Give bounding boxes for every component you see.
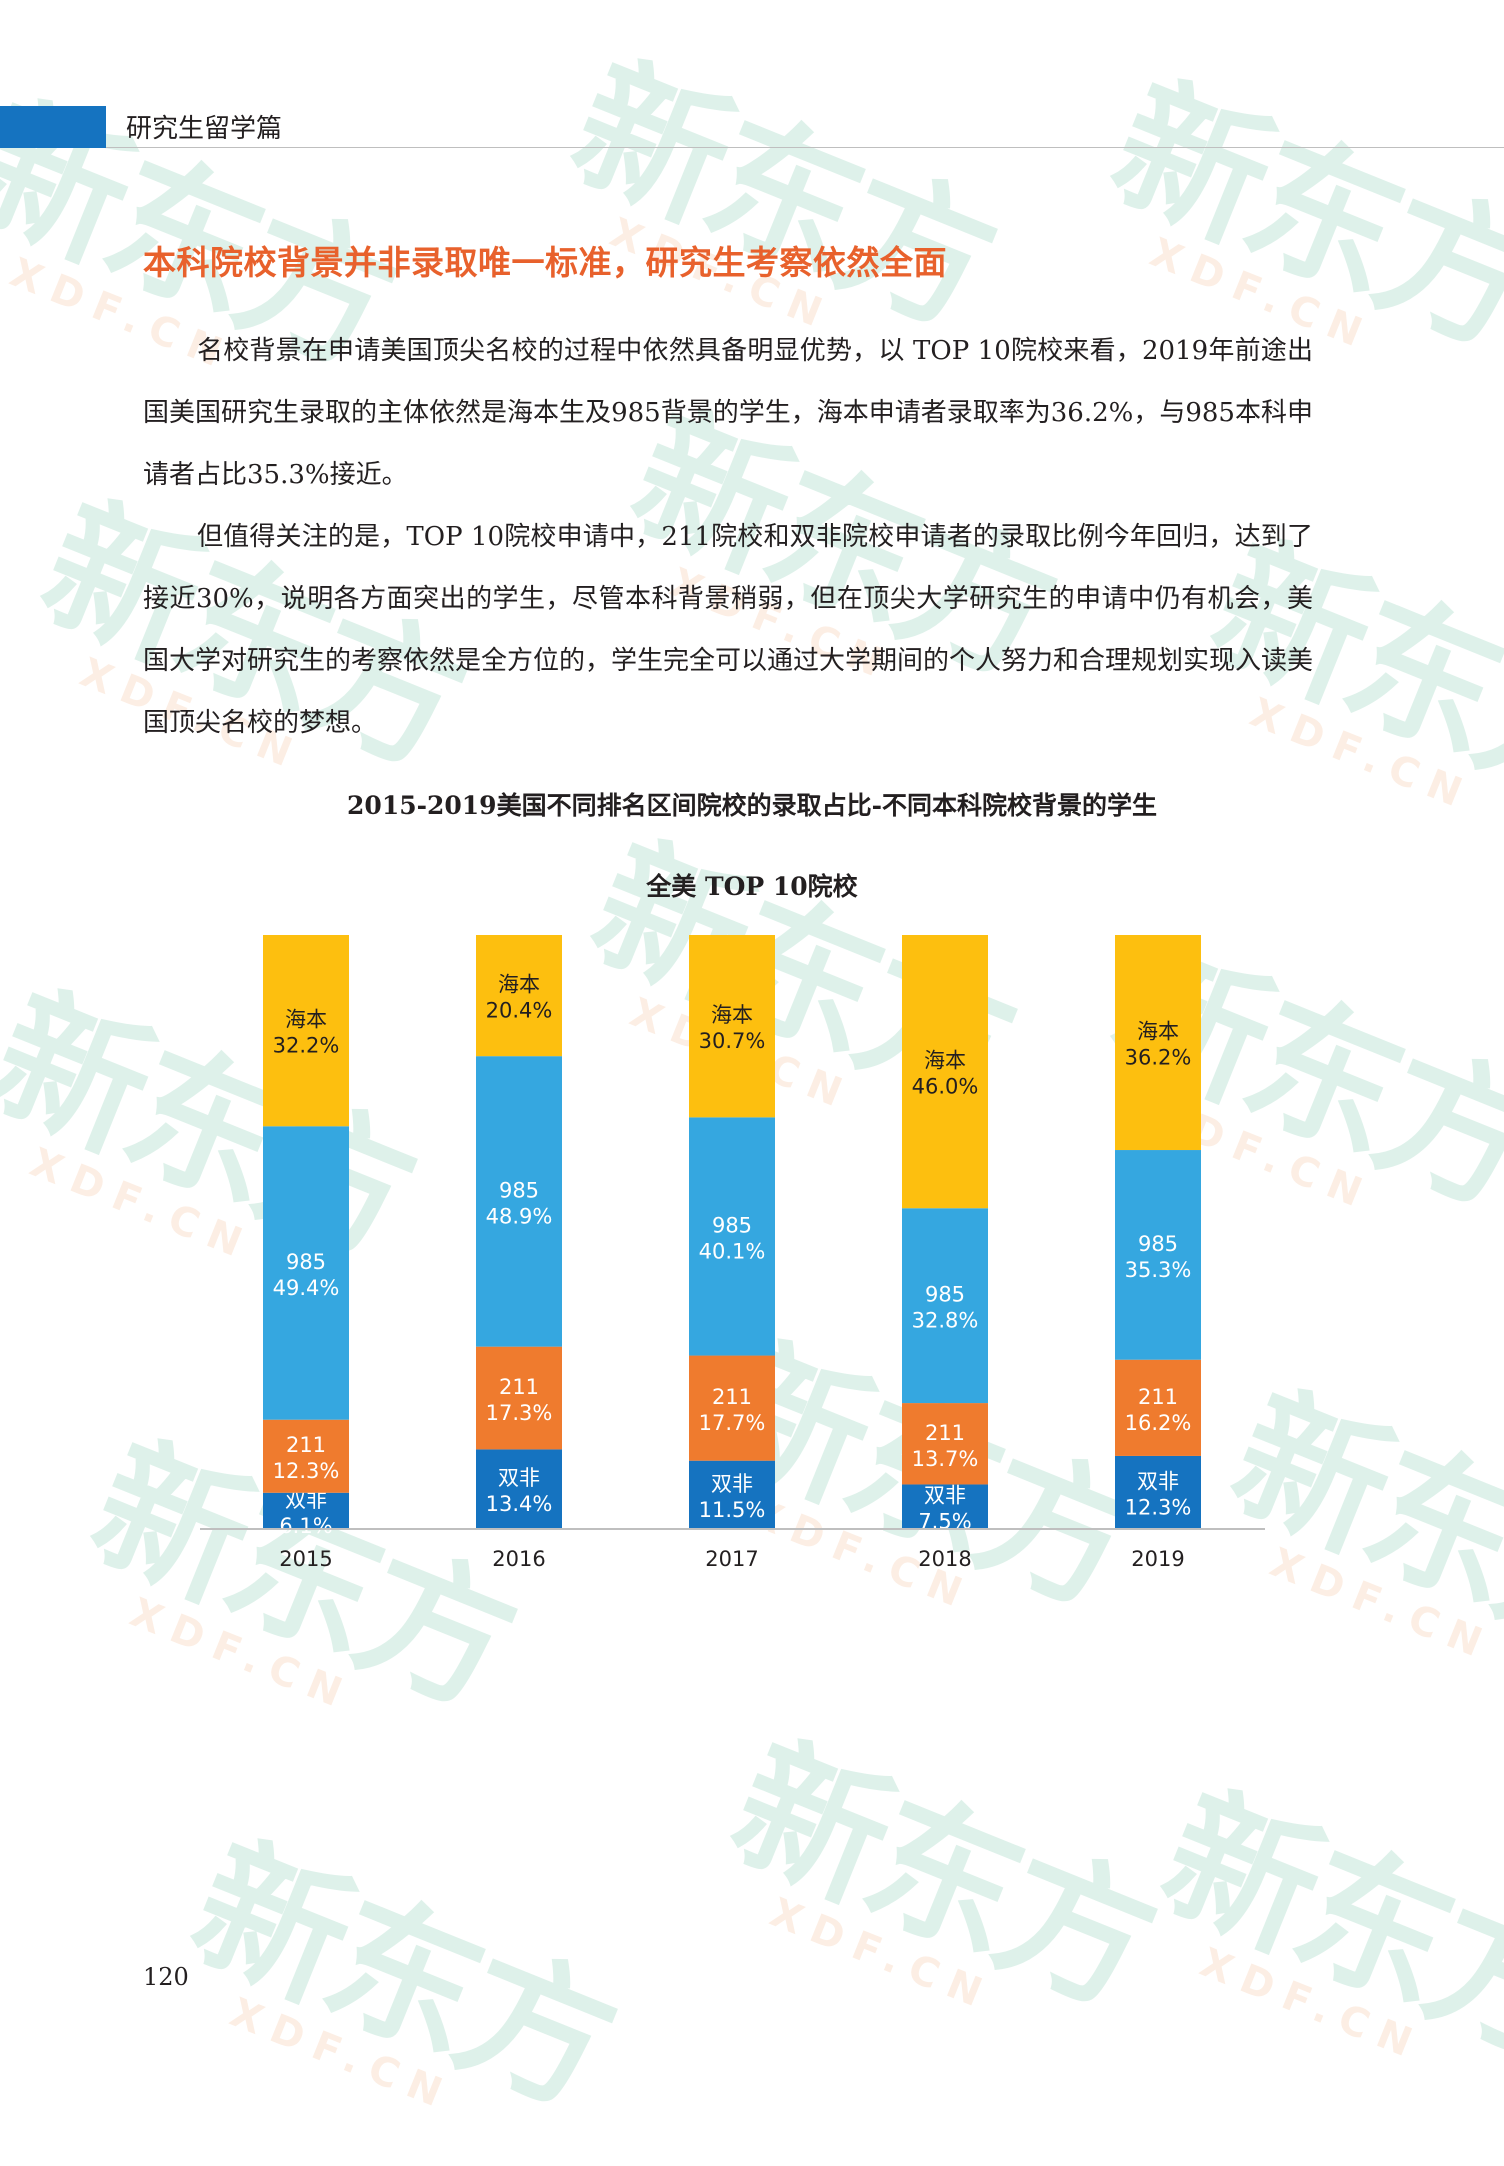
bar-segment-海本-2015 — [263, 935, 349, 1127]
x-tick-label: 2016 — [492, 1547, 545, 1571]
series-name-label: 海本 — [1137, 1020, 1179, 1044]
bar-segment-双非-2017 — [689, 1460, 775, 1529]
data-value-label: 13.7% — [912, 1447, 979, 1471]
bar-segment-海本-2018 — [902, 935, 988, 1209]
bar-segment-双非-2016 — [476, 1449, 562, 1529]
data-value-label: 13.4% — [486, 1492, 553, 1516]
series-name-label: 双非 — [498, 1466, 540, 1490]
data-value-label: 32.2% — [273, 1034, 340, 1058]
x-tick-label: 2017 — [705, 1547, 758, 1571]
bar-segment-211-2019 — [1115, 1359, 1201, 1456]
bar-segment-211-2017 — [689, 1355, 775, 1461]
series-name-label: 海本 — [498, 973, 540, 997]
data-value-label: 17.3% — [486, 1401, 553, 1425]
series-name-label: 211 — [925, 1421, 965, 1445]
series-name-label: 985 — [499, 1178, 539, 1202]
bar-segment-海本-2019 — [1115, 935, 1201, 1151]
section-title-header: 研究生留学篇 — [126, 114, 283, 144]
series-name-label: 双非 — [711, 1472, 753, 1496]
bar-segment-双非-2019 — [1115, 1455, 1201, 1529]
section-marker — [0, 106, 106, 148]
series-name-label: 211 — [286, 1433, 326, 1457]
header-divider — [106, 147, 1504, 148]
article-paragraph-2: 但值得关注的是，TOP 10院校申请中，211院校和双非院校申请者的录取比例今年… — [143, 522, 1314, 738]
stacked-bar-chart: 全美 TOP 10院校 双非6.1%21112.3%98549.4%海本32.2… — [200, 872, 1265, 1571]
series-name-label: 211 — [712, 1385, 752, 1409]
data-value-label: 36.2% — [1125, 1046, 1192, 1070]
bar-segment-双非-2018 — [902, 1484, 988, 1529]
data-value-label: 6.1% — [279, 1514, 332, 1538]
data-value-label: 11.5% — [699, 1498, 766, 1522]
bar-segment-海本-2016 — [476, 935, 562, 1057]
data-value-label: 12.3% — [273, 1459, 340, 1483]
series-name-label: 985 — [1138, 1232, 1178, 1256]
data-value-label: 46.0% — [912, 1075, 979, 1099]
chart-bars: 双非6.1%21112.3%98549.4%海本32.2%双非13.4%2111… — [263, 935, 1201, 1538]
series-name-label: 双非 — [924, 1484, 966, 1508]
data-value-label: 7.5% — [918, 1510, 971, 1534]
data-value-label: 30.7% — [699, 1029, 766, 1053]
data-value-label: 12.3% — [1125, 1495, 1192, 1519]
x-tick-label: 2019 — [1131, 1547, 1184, 1571]
data-value-label: 40.1% — [699, 1239, 766, 1263]
figure-title: 2015-2019美国不同排名区间院校的录取占比-不同本科院校背景的学生 — [347, 791, 1157, 820]
article-paragraph-1: 名校背景在申请美国顶尖名校的过程中依然具备明显优势，以 TOP 10院校来看，2… — [143, 336, 1313, 490]
x-tick-label: 2018 — [918, 1547, 971, 1571]
bar-segment-985-2017 — [689, 1117, 775, 1356]
series-name-label: 海本 — [285, 1008, 327, 1032]
chart-title: 全美 TOP 10院校 — [645, 872, 858, 901]
x-tick-label: 2015 — [279, 1547, 332, 1571]
series-name-label: 985 — [286, 1250, 326, 1274]
series-name-label: 985 — [712, 1213, 752, 1237]
data-value-label: 48.9% — [486, 1204, 553, 1228]
data-value-label: 17.7% — [699, 1411, 766, 1435]
bar-segment-211-2018 — [902, 1403, 988, 1485]
series-name-label: 211 — [499, 1375, 539, 1399]
series-name-label: 双非 — [1137, 1469, 1179, 1493]
data-value-label: 32.8% — [912, 1309, 979, 1333]
bar-segment-双非-2015 — [263, 1492, 349, 1529]
bar-segment-海本-2017 — [689, 935, 775, 1118]
bar-segment-985-2015 — [263, 1126, 349, 1420]
data-value-label: 20.4% — [486, 999, 553, 1023]
series-name-label: 211 — [1138, 1385, 1178, 1409]
x-axis-labels: 2015 2016 2017 2018 2019 — [279, 1547, 1184, 1571]
series-name-label: 海本 — [711, 1003, 753, 1027]
series-name-label: 海本 — [924, 1049, 966, 1073]
article-heading: 本科院校背景并非录取唯一标准，研究生考察依然全面 — [143, 243, 947, 282]
bar-segment-211-2016 — [476, 1346, 562, 1450]
bar-segment-985-2016 — [476, 1056, 562, 1347]
page-number: 120 — [143, 1963, 189, 1991]
data-value-label: 16.2% — [1125, 1411, 1192, 1435]
bar-segment-985-2019 — [1115, 1150, 1201, 1360]
bar-segment-985-2018 — [902, 1208, 988, 1404]
series-name-label: 985 — [925, 1283, 965, 1307]
bar-segment-211-2015 — [263, 1419, 349, 1493]
data-value-label: 49.4% — [273, 1276, 340, 1300]
data-value-label: 35.3% — [1125, 1258, 1192, 1282]
